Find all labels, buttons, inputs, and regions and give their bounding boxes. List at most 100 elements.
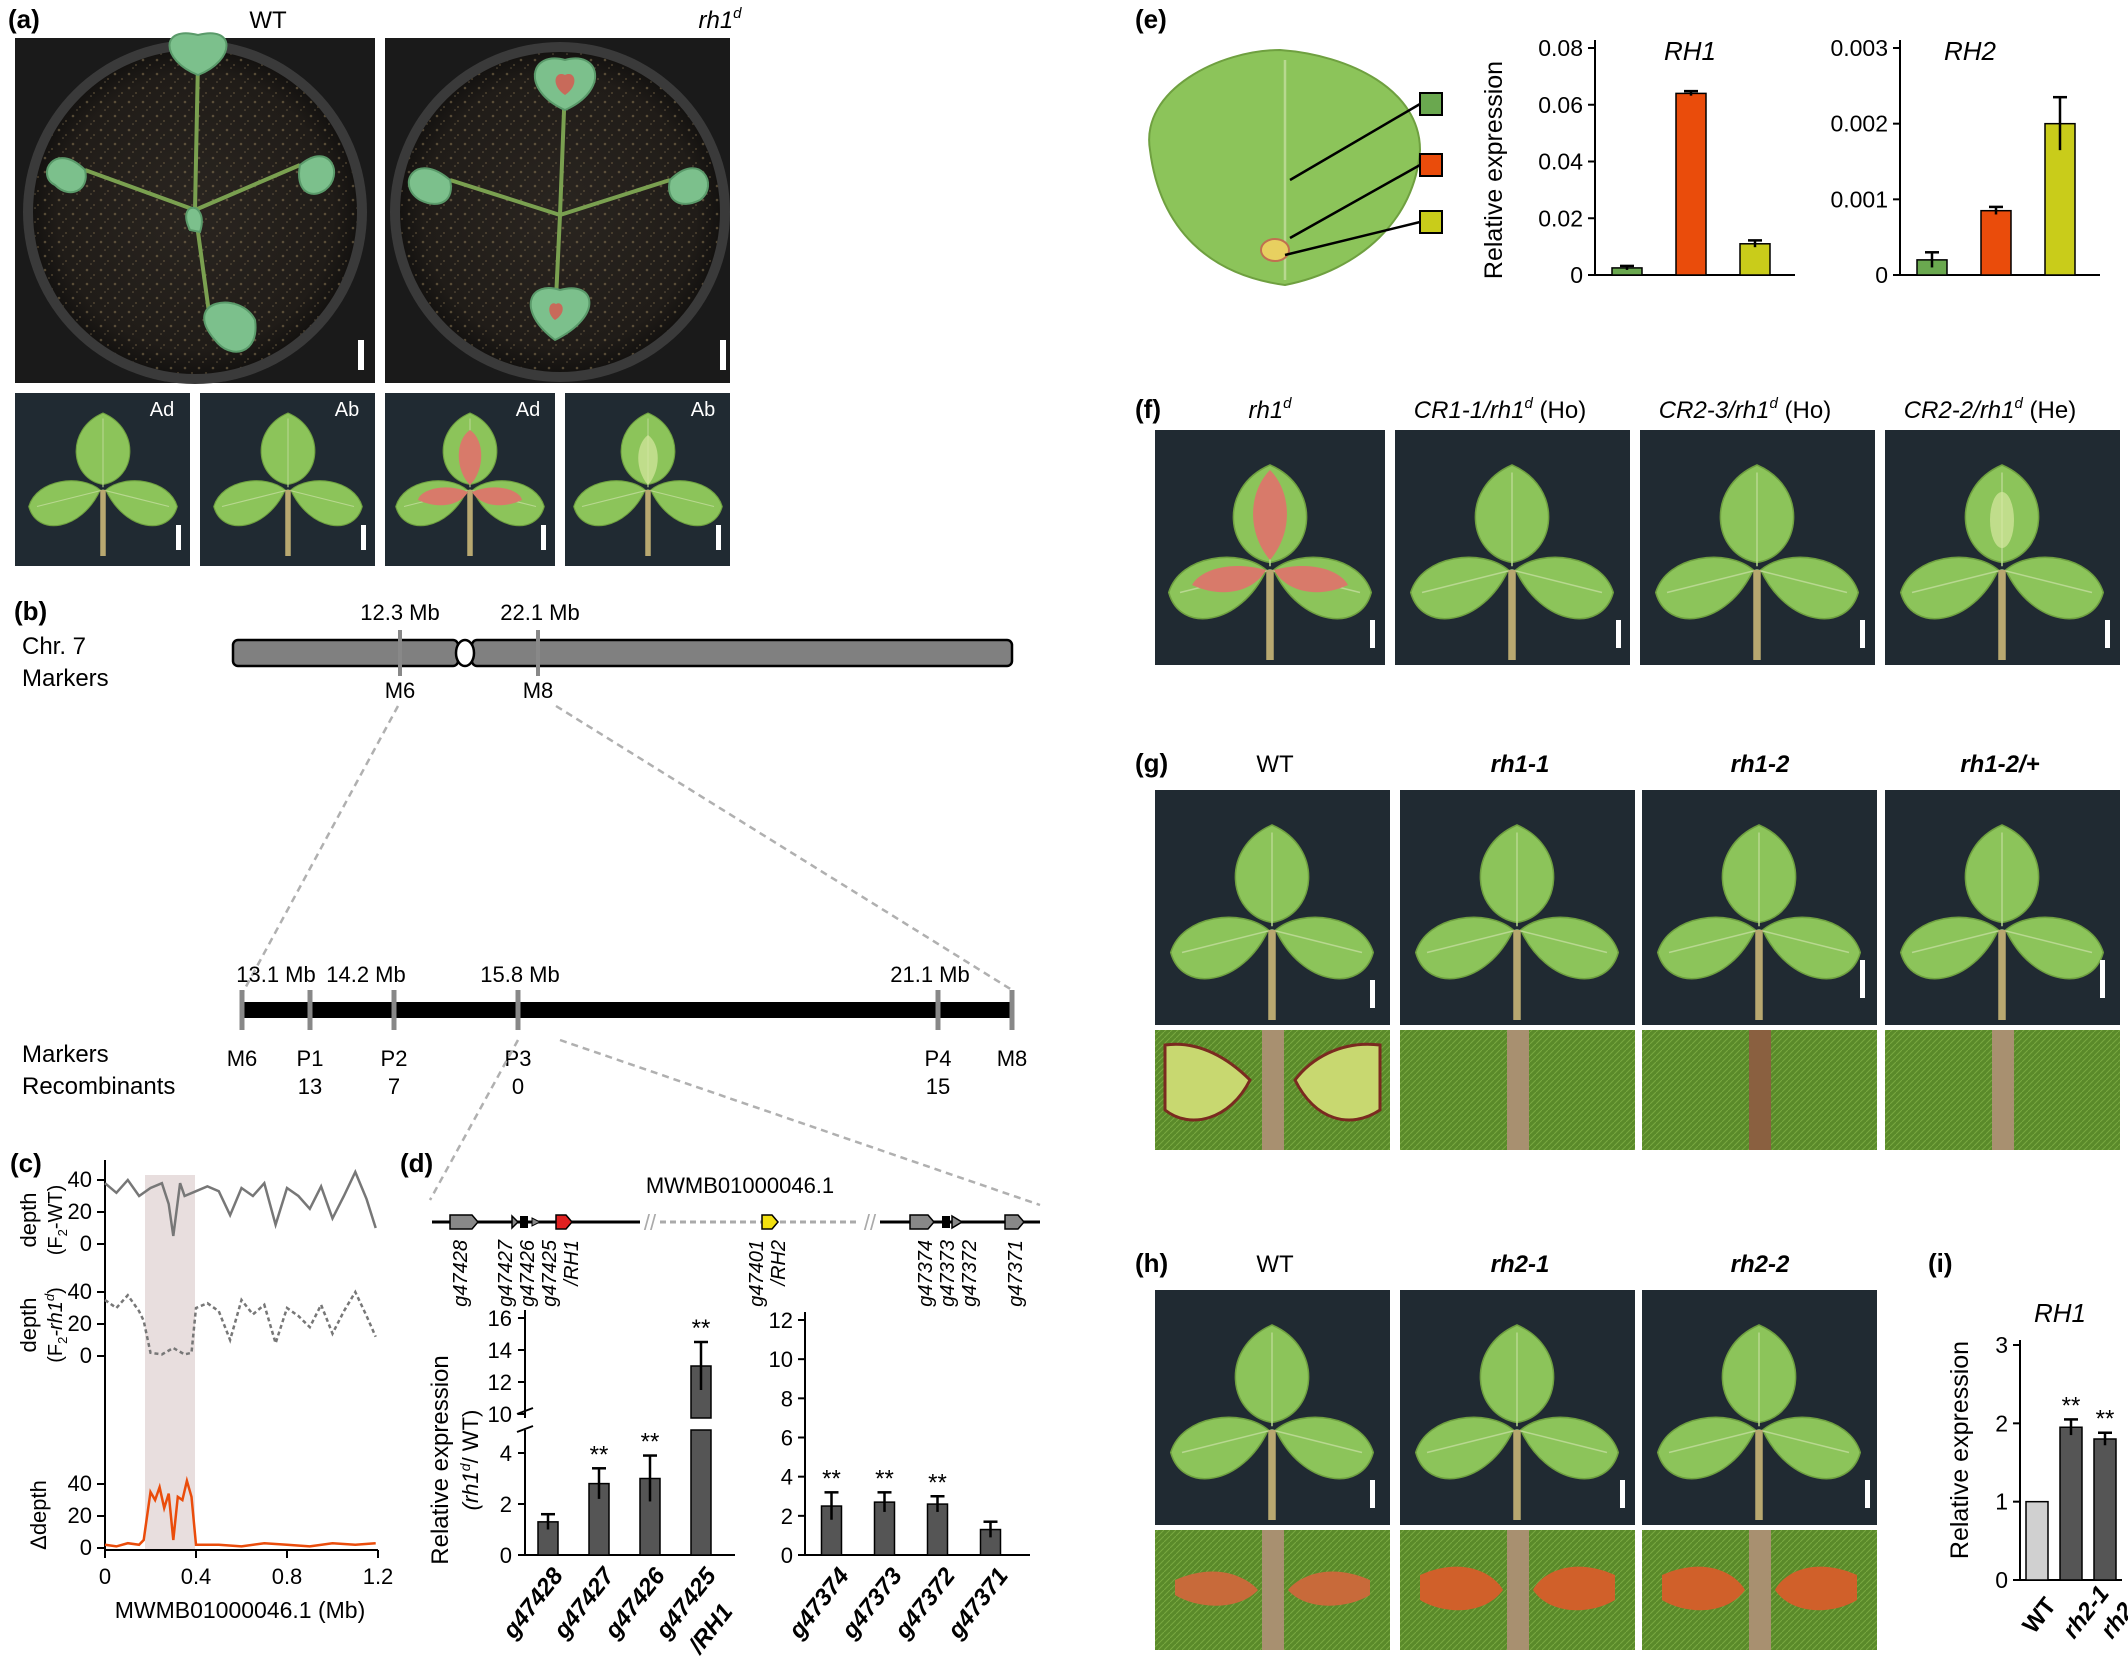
panel-label-h: (h)	[1135, 1248, 1168, 1278]
photo-wt-pot	[15, 32, 375, 384]
svg-text:(F2-WT): (F2-WT)	[45, 1185, 70, 1256]
sig-d-left-3: **	[692, 1315, 711, 1342]
sig-i-bars-1: **	[2062, 1392, 2081, 1419]
e-rh2-bars	[1916, 95, 2076, 276]
ticklabel-d-right-2: 8	[781, 1386, 793, 1411]
e-ylabel: Relative expression	[1480, 61, 1508, 279]
gene-track: // //	[432, 1210, 1040, 1235]
svg-text:Relative expression: Relative expression	[1946, 1341, 1974, 1559]
c-xlabel: MWMB01000046.1 (Mb)	[115, 1597, 366, 1623]
svg-text:g47428: g47428	[450, 1240, 472, 1307]
c-xtick-0: 0	[99, 1564, 111, 1589]
g-title-1: WT	[1256, 751, 1294, 778]
c-xtick-12: 1.2	[363, 1564, 394, 1589]
svg-text:g47425: g47425	[539, 1239, 561, 1307]
svg-text:g47427: g47427	[495, 1239, 517, 1307]
sig-d-right-bars-0: **	[822, 1465, 841, 1492]
chr-position-1: 12.3 Mb	[360, 600, 440, 625]
ticklabel-e-rh2-ticks-0: 0.003	[1830, 35, 1888, 61]
svg-text:Δdepth: Δdepth	[26, 1480, 51, 1550]
g-title-4: rh1-2/+	[1960, 751, 2039, 778]
leaf-pointers	[1284, 102, 1421, 257]
panel-label-i: (i)	[1928, 1248, 1953, 1278]
photo-leaf-wt-ad	[15, 393, 190, 566]
i-title: RH1	[2034, 1298, 2086, 1328]
swatch-yellow	[1419, 210, 1443, 234]
panel-label-e: (e)	[1135, 4, 1167, 34]
c-xtick-04: 0.4	[181, 1564, 212, 1589]
fine-position-4: 21.1 Mb	[890, 962, 970, 987]
c-ytick-3-0: 0	[80, 1535, 92, 1560]
photo-leaf-rh1d-ab	[565, 393, 730, 566]
svg-text:g47426: g47426	[517, 1239, 539, 1307]
fine-position-1: 13.1 Mb	[236, 962, 316, 987]
leaf-label-ad-1: Ad	[150, 399, 174, 421]
c-ylabel-2: depth (F2-rh1d)	[16, 1287, 70, 1363]
d-left-ytick-12: 12	[488, 1370, 512, 1395]
c-ylabel-3: Δdepth	[26, 1480, 51, 1550]
c-ytick-3-20: 20	[68, 1503, 92, 1528]
d-left-bars: ** ** **	[537, 1315, 712, 1556]
ticklabel-e-rh1-ticks-1: 0.06	[1538, 92, 1583, 118]
h-title-3: rh2-2	[1731, 1251, 1790, 1278]
chr-marker-m8: M8	[523, 678, 554, 703]
ticklabel-i-ticks-2: 1	[1995, 1489, 2008, 1515]
f-title-3: CR2-3/rh1d (Ho)	[1659, 395, 1831, 424]
panel-label-b: (b)	[14, 596, 47, 626]
fine-marker-p1: P1	[297, 1046, 324, 1071]
fine-map-bar	[239, 990, 1015, 1030]
guides-fine-to-contig	[428, 1038, 1041, 1207]
fine-marker-p2: P2	[381, 1046, 408, 1071]
svg-text:Relative expression: Relative expression	[427, 1355, 454, 1564]
svg-text:WT: WT	[2017, 1592, 2061, 1638]
photo-g-row2	[1155, 1030, 2120, 1150]
d-left-ytick-16: 16	[488, 1306, 512, 1331]
ticklabel-d-right-4: 4	[781, 1465, 793, 1490]
c-ylabel-1: depth (F2-WT)	[16, 1185, 70, 1256]
bar-e-rh1-bars-1	[1675, 92, 1707, 276]
sig-d-left-2: **	[641, 1429, 660, 1456]
guide-m8-to-fine	[555, 704, 1013, 992]
photo-f-cr1-1	[1395, 430, 1630, 665]
swatch-green	[1419, 92, 1443, 116]
e-rh2-title: RH2	[1944, 36, 1997, 66]
ticklabel-i-ticks-1: 2	[1995, 1410, 2008, 1436]
e-rh1-bars	[1611, 89, 1771, 276]
photo-h-row1	[1155, 1290, 1877, 1525]
c-xtick-08: 0.8	[272, 1564, 303, 1589]
bar-i-bars-0	[2025, 1500, 2049, 1581]
recomb-p1: 13	[298, 1074, 322, 1099]
f-title-4: CR2-2/rh1d (He)	[1904, 395, 2076, 424]
svg-text:g47401: g47401	[746, 1240, 768, 1307]
photo-rh1d-pot	[385, 38, 730, 383]
ticklabel-d-right-3: 6	[781, 1426, 793, 1451]
ticklabel-d-right-0: 12	[769, 1308, 793, 1333]
chr-marker-m6: M6	[385, 678, 416, 703]
photo-leaf-wt-ab	[200, 393, 375, 566]
fine-position-3: 15.8 Mb	[480, 962, 560, 987]
d-left-ytick-0: 0	[500, 1543, 512, 1568]
c-ytick-1-40: 40	[68, 1167, 92, 1192]
swatch-orange	[1419, 153, 1443, 177]
markers-label-top: Markers	[22, 665, 109, 692]
guides-b	[240, 705, 400, 995]
fine-marker-m8: M8	[997, 1046, 1028, 1071]
leaf-label-ab-1: Ab	[335, 399, 359, 421]
ticklabel-e-rh1-ticks-2: 0.04	[1538, 149, 1583, 175]
c-ytick-1-0: 0	[80, 1231, 92, 1256]
d-left-ytick-4: 4	[500, 1441, 512, 1466]
ticklabel-d-right-6: 0	[781, 1543, 793, 1568]
sig-d-right-bars-2: **	[928, 1469, 947, 1496]
photo-leaf-single	[1148, 48, 1422, 287]
panel-label-f: (f)	[1135, 394, 1161, 424]
bar-e-rh2-bars-2	[2044, 122, 2076, 276]
svg-text:g47371: g47371	[1005, 1240, 1027, 1307]
photo-f-cr2-2	[1885, 430, 2120, 665]
panel-label-c: (c)	[10, 1148, 42, 1178]
svg-text:Relative expression: Relative expression	[1480, 61, 1508, 279]
photo-f-rh1d	[1155, 430, 1385, 665]
photo-f-cr2-3	[1640, 430, 1875, 665]
svg-text://: //	[864, 1210, 877, 1235]
fine-marker-p4: P4	[925, 1046, 952, 1071]
